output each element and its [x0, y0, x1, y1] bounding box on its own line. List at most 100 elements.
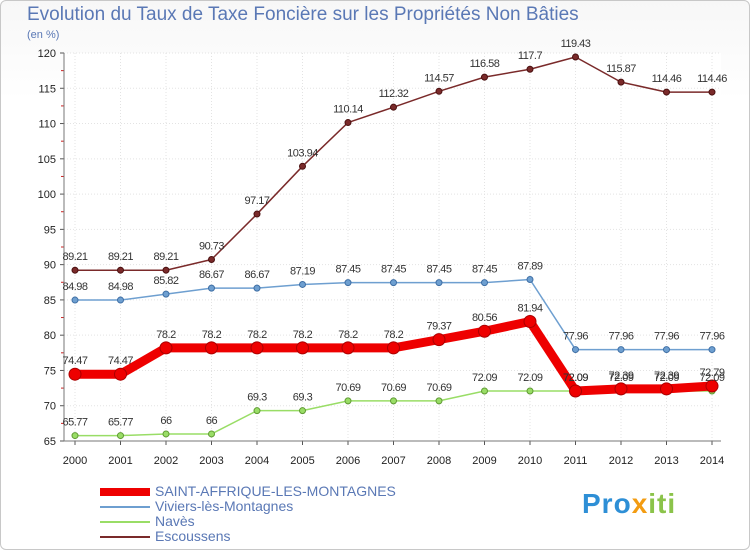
data-point	[299, 162, 306, 170]
data-label: 87.19	[290, 265, 315, 277]
data-label: 84.98	[62, 281, 87, 293]
data-label: 87.45	[472, 264, 497, 276]
data-label: 69.3	[293, 392, 313, 404]
data-point	[617, 78, 625, 86]
data-label: 78.2	[338, 329, 358, 341]
data-point	[481, 387, 488, 395]
data-label: 103.94	[287, 147, 318, 159]
data-label: 77.96	[608, 331, 633, 343]
data-point	[208, 430, 215, 438]
proxiti-logo: Proxiti	[582, 488, 676, 520]
y-tick-label: 105	[38, 154, 56, 166]
data-label: 78.2	[202, 329, 222, 341]
legend-swatch	[100, 488, 150, 496]
data-point	[526, 65, 534, 73]
legend-label: Navès	[155, 513, 195, 529]
x-tick-label: 2006	[336, 455, 360, 467]
x-tick-label: 2011	[564, 455, 588, 467]
data-label: 119.43	[561, 38, 591, 50]
data-label: 87.45	[381, 264, 406, 276]
data-label: 89.21	[108, 251, 133, 263]
y-tick-label: 95	[44, 224, 56, 236]
data-label: 86.67	[199, 269, 224, 281]
data-label: 72.09	[563, 372, 588, 384]
data-point	[435, 87, 443, 95]
legend-label: SAINT-AFFRIQUE-LES-MONTAGNES	[155, 483, 396, 499]
data-point	[162, 430, 170, 438]
plot-area	[64, 53, 721, 441]
data-point	[432, 333, 446, 347]
data-label: 78.2	[156, 329, 176, 341]
logo-part-2: x	[631, 488, 649, 519]
data-label: 116.58	[470, 58, 500, 70]
data-label: 89.21	[62, 251, 87, 263]
data-label: 87.89	[517, 261, 542, 273]
data-label: 112.32	[379, 88, 409, 100]
data-point	[208, 284, 215, 292]
data-label: 72.39	[654, 370, 679, 382]
x-tick-label: 2013	[654, 455, 678, 467]
x-tick-label: 2014	[700, 455, 724, 467]
data-point	[481, 279, 488, 287]
data-label: 114.46	[652, 73, 682, 85]
data-point	[481, 73, 488, 81]
y-tick-label: 110	[38, 119, 56, 131]
data-label: 84.98	[108, 281, 133, 293]
logo-part-3: iti	[648, 488, 677, 519]
data-label: 110.14	[333, 104, 363, 116]
data-label: 114.46	[697, 73, 727, 85]
data-point	[71, 432, 79, 440]
x-tick-label: 2012	[609, 455, 633, 467]
data-label: 77.96	[654, 331, 679, 343]
data-point	[253, 284, 261, 292]
data-point	[663, 346, 670, 354]
data-label: 72.09	[608, 372, 633, 384]
data-label: 74.47	[108, 355, 133, 367]
data-label: 79.37	[426, 321, 451, 333]
legend-swatch	[100, 506, 150, 508]
data-label: 66	[206, 415, 218, 427]
data-point	[253, 210, 261, 218]
data-label: 87.45	[426, 264, 451, 276]
data-point	[205, 341, 218, 355]
data-point	[435, 279, 443, 287]
data-point	[71, 296, 79, 304]
x-tick-label: 2007	[381, 455, 405, 467]
data-point	[526, 387, 534, 395]
data-label: 78.2	[384, 329, 404, 341]
logo-part-1: Pro	[582, 488, 632, 519]
data-label: 115.87	[606, 63, 636, 75]
data-point	[390, 397, 397, 405]
data-label: 87.45	[335, 264, 360, 276]
data-label: 69.3	[247, 392, 267, 404]
data-label: 72.09	[563, 372, 588, 384]
legend-swatch	[100, 536, 150, 538]
data-label: 81.94	[517, 302, 542, 314]
data-point	[708, 88, 716, 96]
y-tick-label: 65	[44, 436, 56, 448]
unit-label: (en %)	[27, 29, 60, 41]
data-point	[526, 276, 534, 284]
data-label: 74.47	[62, 355, 87, 367]
data-point	[390, 279, 397, 287]
data-point	[705, 379, 719, 393]
data-point	[572, 346, 579, 354]
data-point	[344, 119, 352, 127]
data-label: 80.56	[472, 312, 497, 324]
y-tick-label: 85	[44, 295, 56, 307]
legend-label: Escoussens	[155, 528, 231, 544]
chart-title: Evolution du Taux de Taxe Foncière sur l…	[27, 4, 579, 25]
data-label: 72.09	[654, 372, 679, 384]
data-label: 78.2	[293, 329, 313, 341]
x-tick-label: 2001	[108, 455, 132, 467]
data-point	[572, 53, 579, 61]
data-point	[162, 266, 170, 274]
data-label: 85.82	[153, 275, 178, 287]
data-label: 70.69	[335, 382, 360, 394]
data-label: 70.69	[381, 382, 406, 394]
data-label: 117.7	[518, 50, 543, 62]
data-point	[660, 382, 673, 396]
data-point	[617, 346, 625, 354]
x-tick-label: 2010	[518, 455, 542, 467]
data-point	[299, 407, 306, 415]
